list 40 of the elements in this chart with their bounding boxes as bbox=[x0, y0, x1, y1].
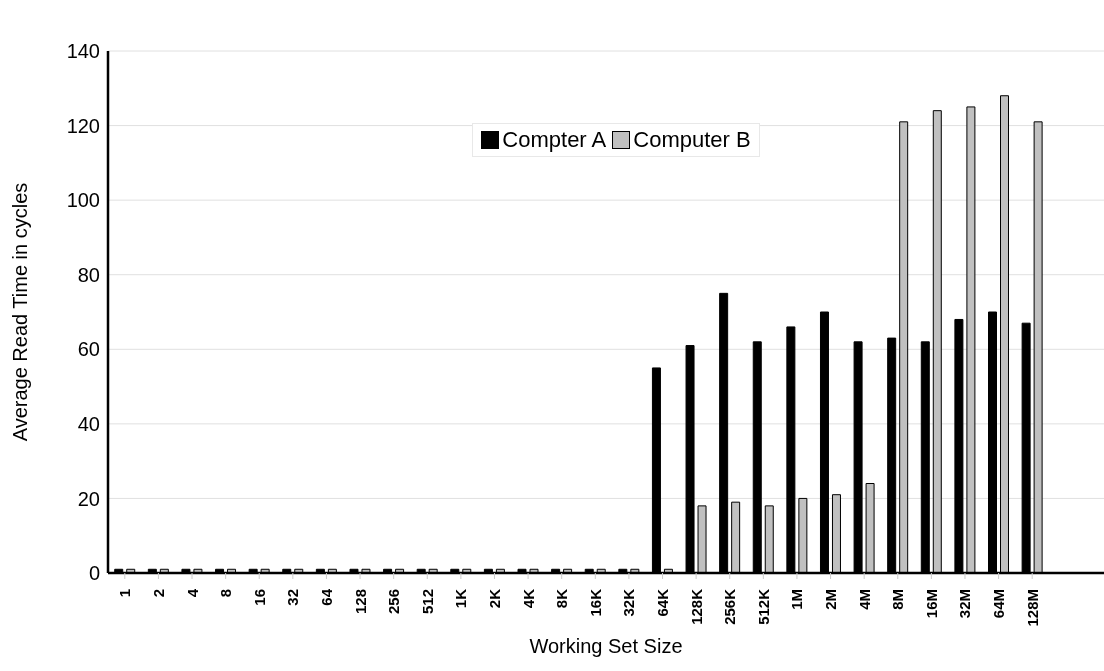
x-tick-label: 16 bbox=[250, 589, 268, 606]
x-tick-label: 512 bbox=[418, 589, 436, 615]
x-tick-label: 32 bbox=[284, 589, 302, 606]
x-tick-label: 4M bbox=[855, 589, 873, 610]
x-tick-label: 16M bbox=[922, 589, 940, 619]
y-tick-label: 40 bbox=[77, 412, 100, 435]
y-axis-title: Average Read Time in cycles bbox=[9, 182, 32, 442]
y-tick-label: 120 bbox=[66, 114, 100, 137]
legend-label: Computer B bbox=[632, 127, 751, 153]
y-tick-label: 80 bbox=[77, 263, 100, 286]
x-tick-label: 128K bbox=[687, 588, 705, 625]
x-tick-label: 4 bbox=[183, 588, 201, 598]
x-tick-label: 8 bbox=[217, 589, 235, 598]
x-tick-label: 2M bbox=[822, 589, 840, 610]
x-tick-label: 512K bbox=[754, 588, 772, 625]
x-tick-label: 32M bbox=[956, 589, 974, 619]
x-tick-label: 256K bbox=[721, 588, 739, 625]
x-tick-label: 16K bbox=[586, 588, 604, 617]
legend-label: Compter A bbox=[501, 127, 607, 153]
x-tick-label: 64M bbox=[990, 589, 1008, 619]
x-tick-label: 1 bbox=[116, 589, 134, 598]
x-tick-label: 8M bbox=[889, 589, 907, 610]
x-tick-label: 128 bbox=[351, 589, 369, 615]
x-tick-label: 1M bbox=[788, 589, 806, 610]
x-tick-label: 32K bbox=[620, 588, 638, 617]
x-axis-title: Working Set Size bbox=[529, 635, 683, 657]
x-tick-label: 4K bbox=[519, 588, 537, 609]
x-tick-label: 1K bbox=[452, 588, 470, 609]
y-tick-label: 100 bbox=[66, 189, 100, 212]
x-tick-label: 8K bbox=[553, 588, 571, 609]
x-tick-label: 64K bbox=[654, 588, 672, 617]
x-tick-label: 64 bbox=[317, 588, 335, 606]
x-tick-label: 128M bbox=[1023, 589, 1041, 627]
x-tick-label: 256 bbox=[385, 589, 403, 615]
y-tick-label: 0 bbox=[88, 562, 100, 585]
y-tick-label: 60 bbox=[77, 338, 100, 361]
y-tick-label: 140 bbox=[66, 40, 100, 63]
x-tick-label: 2 bbox=[149, 589, 167, 598]
x-tick-label: 2K bbox=[485, 588, 503, 609]
y-tick-label: 20 bbox=[77, 487, 100, 510]
